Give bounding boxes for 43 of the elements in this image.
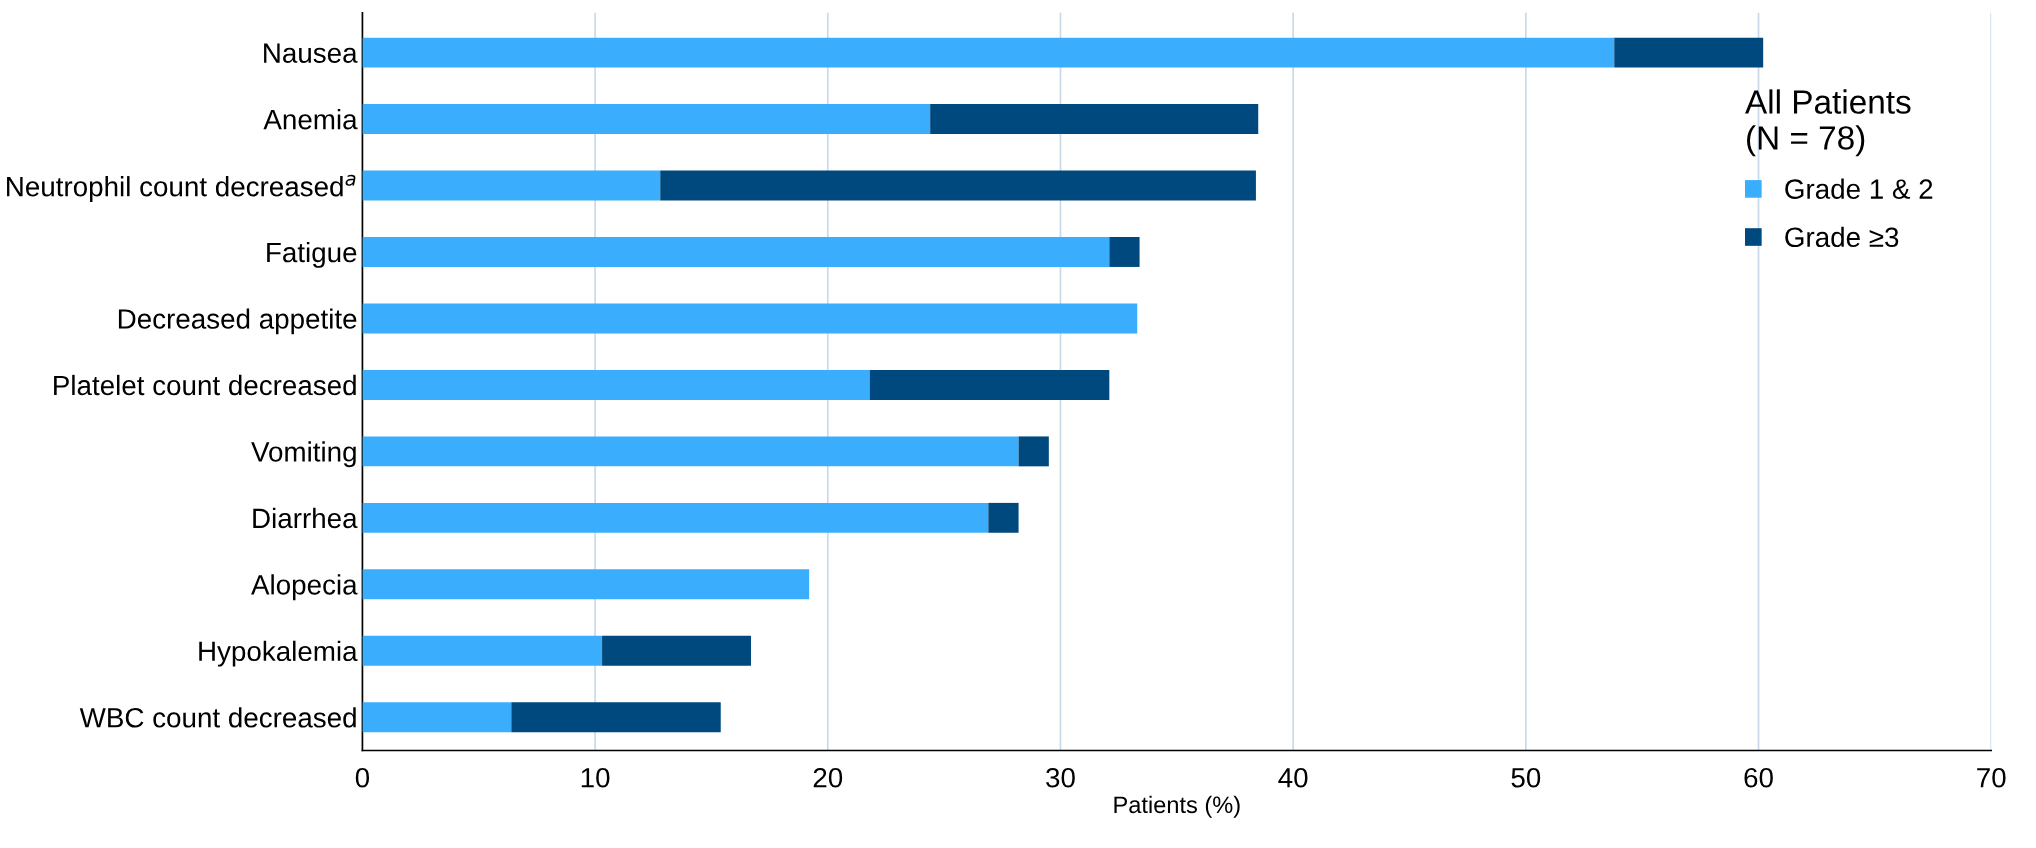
x-tick-label: 30 (1046, 767, 1075, 788)
bar (988, 502, 1019, 533)
bar (362, 502, 989, 533)
x-tick-label: 50 (1511, 767, 1541, 788)
bar (362, 369, 870, 400)
y-tick-label: Alopecia (251, 574, 358, 601)
x-tick-label: 0 (355, 767, 370, 788)
x-tick-label: 20 (813, 767, 843, 788)
x-axis-title: Patients (%) (1114, 795, 1240, 818)
bar (362, 569, 810, 600)
bar (511, 702, 721, 733)
y-tick-label: Decreased appetite (118, 308, 357, 335)
bar (1109, 237, 1140, 267)
bar (362, 436, 1019, 467)
bar (362, 237, 1110, 267)
bar (660, 170, 1256, 201)
legend-label: Grade 1 & 2 (1785, 178, 1933, 199)
x-tick-label: 60 (1744, 767, 1773, 788)
bar (602, 635, 751, 666)
bar (1018, 436, 1049, 467)
bar (1614, 37, 1764, 68)
y-tick-label: Neutrophil count decreased$^{a}$ (7, 174, 356, 202)
legend-label: Grade ≥3 (1785, 226, 1899, 248)
y-tick-label: Diarrhea (253, 507, 358, 529)
y-tick-label: Nausea (264, 43, 358, 63)
y-tick-label: WBC count decreased (79, 707, 356, 728)
bar (362, 104, 931, 135)
bar (362, 37, 1615, 68)
bar (930, 104, 1259, 135)
y-tick-label: Fatigue (267, 241, 357, 268)
bar (362, 170, 661, 201)
legend-title: All Patients (N = 78) (1745, 89, 1911, 157)
y-tick-label: Vomiting (251, 441, 356, 468)
bar (362, 702, 512, 733)
y-tick-label: Anemia (263, 109, 358, 130)
x-tick-label: 10 (581, 767, 610, 788)
x-tick-label: 70 (1977, 767, 2006, 788)
y-tick-label: Hypokalemia (199, 640, 358, 667)
bar (362, 635, 603, 666)
y-tick-label: Platelet count decreased (54, 374, 356, 396)
bar (362, 303, 1138, 334)
bar (869, 369, 1110, 400)
x-tick-label: 40 (1278, 767, 1308, 788)
